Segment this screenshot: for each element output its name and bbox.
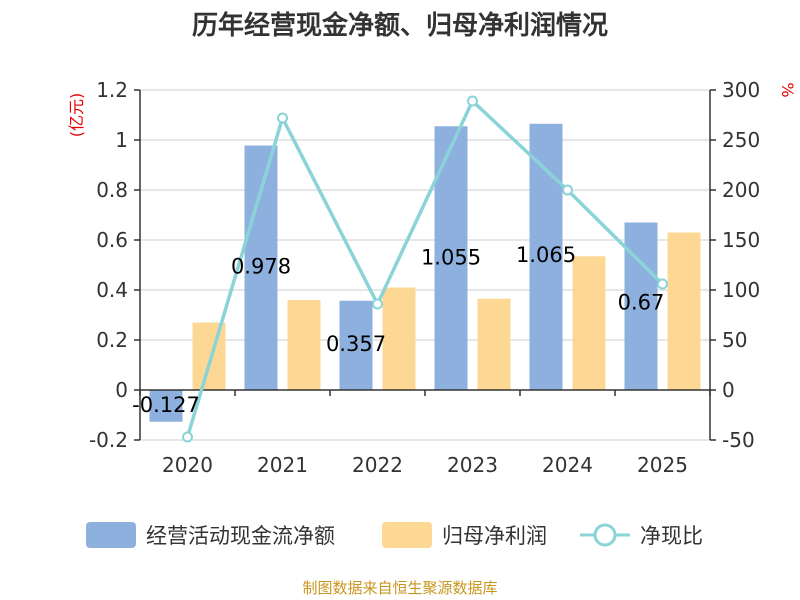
ratio-polyline	[185, 99, 664, 438]
ratio-point-2020	[182, 431, 193, 443]
bar-profit-2025	[667, 232, 701, 390]
right-tick-label: 50	[722, 328, 747, 352]
x-tick-label-2025: 2025	[637, 453, 688, 477]
data-label-cashflow-2020: -0.127	[132, 393, 200, 417]
right-tick-label: 200	[722, 178, 760, 202]
left-tick-label: -0.2	[89, 428, 128, 452]
left-tick-label: 1	[115, 128, 128, 152]
right-tick-label: 0	[722, 378, 735, 402]
ratio-line	[182, 95, 668, 443]
data-label-cashflow-2025: 0.67	[618, 291, 665, 315]
left-tick-label: 1.2	[96, 78, 128, 102]
x-tick-label-2024: 2024	[542, 453, 593, 477]
legend: 经营活动现金流净额 归母净利润 净现比	[86, 522, 703, 548]
left-axis-unit: (亿元)	[67, 93, 86, 138]
data-label-cashflow-2022: 0.357	[326, 332, 386, 356]
left-tick-label: 0.2	[96, 328, 128, 352]
axes: -0.2 0 0.2 0.4 0.6 0.8 1 1.2 -50 0 50 100 150 200 250 3…	[89, 78, 760, 477]
ratio-point-2021	[277, 112, 288, 124]
bar-cashflow-2020	[149, 390, 183, 422]
right-tick-label: 150	[722, 228, 760, 252]
right-tick-label: -50	[722, 428, 755, 452]
left-tick-label: 0	[115, 378, 128, 402]
data-label-cashflow-2021: 0.978	[231, 255, 291, 279]
left-tick-label: 0.8	[96, 178, 128, 202]
bar-profit-2024	[572, 256, 606, 390]
left-tick-label: 0.4	[96, 278, 128, 302]
data-label-cashflow-2023: 1.055	[421, 245, 481, 269]
right-tick-label: 100	[722, 278, 760, 302]
bar-profit-2022	[382, 287, 416, 390]
x-tick-label-2023: 2023	[447, 453, 498, 477]
x-tick-label-2021: 2021	[257, 453, 308, 477]
legend-label-profit: 归母净利润	[442, 524, 547, 548]
chart-title: 历年经营现金净额、归母净利润情况	[192, 10, 608, 41]
data-label-cashflow-2024: 1.065	[516, 243, 576, 267]
legend-swatch-profit	[382, 522, 432, 548]
ratio-point-2024	[562, 184, 573, 196]
x-tick-label-2022: 2022	[352, 453, 403, 477]
right-tick-label: 250	[722, 128, 760, 152]
bar-profit-2021	[287, 300, 321, 390]
legend-item-profit[interactable]: 归母净利润	[382, 522, 547, 548]
data-labels: -0.127 0.978 0.357 1.055 1.065 0.67	[132, 243, 664, 417]
ratio-point-2025	[657, 278, 668, 290]
x-tick-label-2020: 2020	[162, 453, 213, 477]
legend-label-cashflow: 经营活动现金流净额	[146, 524, 335, 548]
ratio-point-2022	[372, 298, 383, 310]
bars	[149, 123, 701, 422]
legend-item-cashflow[interactable]: 经营活动现金流净额	[86, 522, 335, 548]
bar-profit-2020	[192, 322, 226, 390]
bar-cashflow-2022	[339, 300, 373, 390]
legend-swatch-cashflow	[86, 522, 136, 548]
legend-item-ratio[interactable]: 净现比	[580, 523, 703, 548]
legend-marker-ratio	[593, 523, 617, 547]
right-axis-unit: %	[778, 82, 797, 97]
left-tick-label: 0.6	[96, 228, 128, 252]
bar-profit-2023	[477, 298, 511, 390]
legend-label-ratio: 净现比	[640, 524, 703, 548]
ratio-point-2023	[467, 95, 478, 107]
source-note: 制图数据来自恒生聚源数据库	[302, 579, 497, 597]
right-tick-label: 300	[722, 78, 760, 102]
